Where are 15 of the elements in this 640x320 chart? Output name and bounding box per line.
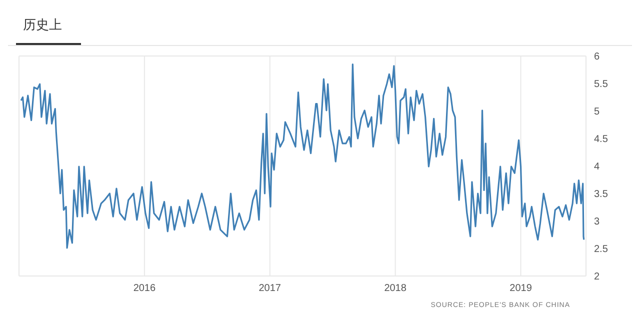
x-tick-label: 2017 (258, 283, 282, 294)
y-tick-label: 4.5 (594, 134, 608, 146)
y-tick-label: 6 (594, 52, 600, 63)
y-tick-label: 2 (594, 272, 600, 283)
x-tick-label: 2016 (133, 283, 156, 294)
y-tick-label: 2.5 (594, 244, 608, 256)
y-tick-label: 5.5 (594, 79, 608, 90)
chart-title: 历史上 (16, 16, 81, 45)
y-tick-label: 3.5 (594, 189, 608, 200)
y-tick-label: 5 (594, 106, 600, 118)
x-tick-label: 2018 (384, 283, 407, 294)
y-tick-label: 4 (594, 162, 600, 173)
line-series (20, 63, 585, 249)
y-tick-label: 3 (594, 216, 600, 228)
x-tick-label: 2019 (510, 283, 532, 294)
